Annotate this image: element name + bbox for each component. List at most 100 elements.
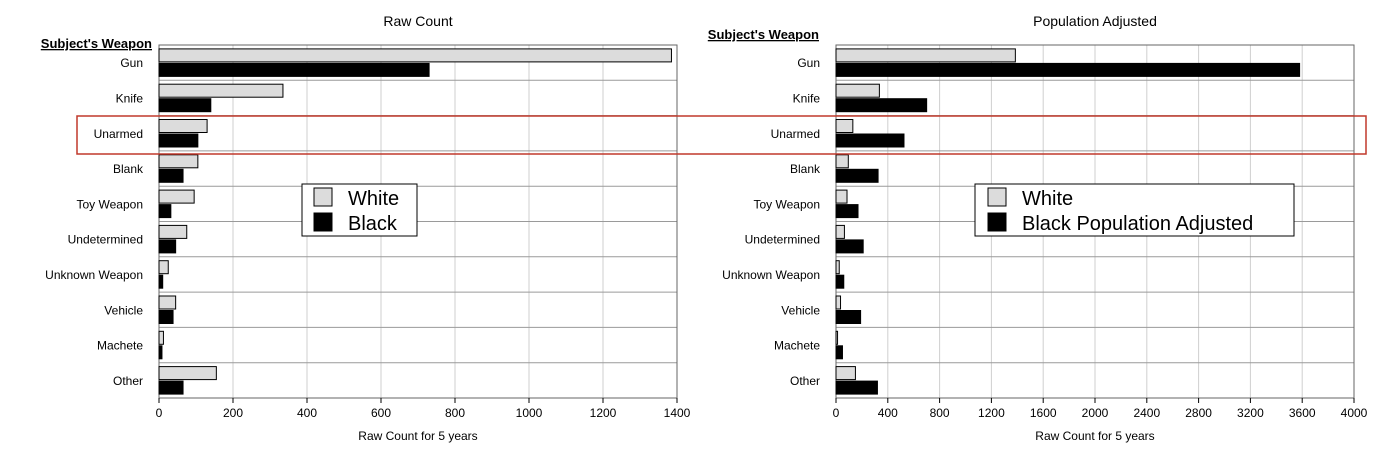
bar-white-knife [835, 83, 880, 98]
x-tick-label-3600: 3600 [1289, 406, 1316, 420]
x-tick-label-0: 0 [156, 406, 163, 420]
legend-label-black-adjusted: Black Population Adjusted [1022, 213, 1253, 235]
category-label-unknown-weapon: Unknown Weapon [722, 268, 820, 282]
bar-white-undetermined [835, 224, 845, 239]
bar-black-machete [158, 345, 163, 360]
bar-black-population-adjusted-undetermined [835, 239, 864, 254]
bar-white-unknown-weapon [835, 260, 840, 275]
category-label-undetermined: Undetermined [68, 233, 143, 247]
category-label-machete: Machete [97, 339, 143, 353]
bar-black-population-adjusted-knife [835, 98, 928, 113]
category-label-vehicle: Vehicle [104, 303, 143, 317]
y-axis-title-raw: Subject's Weapon [41, 36, 152, 51]
category-label-unknown-weapon: Unknown Weapon [45, 268, 143, 282]
bar-white-machete [158, 330, 164, 345]
x-axis-title-raw: Raw Count for 5 years [358, 429, 477, 443]
legend-label-white-adjusted: White [1022, 188, 1073, 210]
x-tick-label-1200: 1200 [978, 406, 1005, 420]
bar-black-population-adjusted-blank [835, 168, 879, 183]
bar-black-population-adjusted-gun [835, 62, 1301, 77]
bar-black-population-adjusted-unarmed [835, 133, 905, 148]
x-tick-label-600: 600 [371, 406, 391, 420]
bar-white-blank [158, 154, 199, 169]
bar-black-undetermined [158, 239, 177, 254]
category-label-unarmed: Unarmed [771, 127, 820, 141]
category-label-unarmed: Unarmed [94, 127, 143, 141]
bar-white-other [158, 366, 217, 381]
x-tick-label-400: 400 [878, 406, 898, 420]
bar-black-population-adjusted-unknown-weapon [835, 274, 845, 289]
bar-white-vehicle [835, 295, 842, 310]
x-tick-label-800: 800 [445, 406, 465, 420]
legend-label-white: White [348, 188, 399, 210]
chart-title-raw-count: Raw Count [383, 13, 452, 29]
legend-swatch-black-adjusted [987, 212, 1007, 232]
bar-black-blank [158, 168, 184, 183]
bar-white-gun [835, 48, 1016, 63]
legend-swatch-white [313, 187, 333, 207]
bar-black-population-adjusted-vehicle [835, 310, 862, 324]
bar-black-population-adjusted-other [835, 380, 878, 395]
bar-black-population-adjusted-machete [835, 345, 843, 360]
bar-black-other [158, 380, 184, 395]
category-label-other: Other [790, 374, 820, 388]
bar-white-other [835, 366, 856, 381]
bar-white-unknown-weapon [158, 260, 169, 275]
raw-count-panel: Gun Knife Unarmed Blank Toy Weapon Undetermin… [45, 44, 691, 420]
category-label-undetermined: Undetermined [745, 233, 820, 247]
legend-swatch-black [313, 212, 333, 232]
bar-black-gun [158, 62, 430, 77]
category-label-toy-weapon: Toy Weapon [77, 197, 144, 211]
bar-white-toy-weapon [158, 189, 195, 204]
category-label-toy-weapon: Toy Weapon [754, 197, 821, 211]
category-label-other: Other [113, 374, 143, 388]
category-label-knife: Knife [793, 91, 821, 105]
category-label-gun: Gun [120, 56, 143, 70]
category-label-knife: Knife [116, 91, 144, 105]
bar-white-machete [835, 330, 839, 345]
bar-white-gun [158, 48, 672, 63]
x-tick-label-200: 200 [223, 406, 243, 420]
x-tick-label-2800: 2800 [1185, 406, 1212, 420]
bar-black-unarmed [158, 133, 199, 148]
chart-title-population-adjusted: Population Adjusted [1033, 13, 1157, 29]
x-tick-label-4000: 4000 [1341, 406, 1368, 420]
category-label-vehicle: Vehicle [781, 303, 820, 317]
y-axis-title-adjusted: Subject's Weapon [708, 27, 819, 42]
bar-black-vehicle [158, 310, 174, 324]
bar-white-blank [835, 154, 849, 169]
x-tick-label-1600: 1600 [1030, 406, 1057, 420]
x-tick-label-0: 0 [833, 406, 840, 420]
bar-white-unarmed [835, 119, 854, 133]
bar-black-toy-weapon [158, 204, 172, 219]
x-tick-label-1200: 1200 [590, 406, 617, 420]
legend-swatch-white-adjusted [987, 187, 1007, 207]
legend-adjusted: White Black Population Adjusted [974, 183, 1295, 237]
bar-black-population-adjusted-toy-weapon [835, 204, 859, 219]
plot-frame [158, 44, 678, 399]
bar-white-vehicle [158, 295, 177, 310]
legend-adjusted-box [974, 183, 1295, 237]
x-tick-label-2400: 2400 [1133, 406, 1160, 420]
x-tick-label-1000: 1000 [516, 406, 543, 420]
bar-black-unknown-weapon [158, 274, 164, 289]
bar-black-knife [158, 98, 212, 113]
x-tick-label-2000: 2000 [1082, 406, 1109, 420]
x-axis-title-adjusted: Raw Count for 5 years [1035, 429, 1154, 443]
unarmed-highlight-box [76, 115, 1367, 155]
category-label-blank: Blank [113, 162, 144, 176]
bar-white-knife [158, 83, 284, 98]
category-label-blank: Blank [790, 162, 821, 176]
bar-white-unarmed [158, 119, 208, 133]
category-label-machete: Machete [774, 339, 820, 353]
x-tick-label-800: 800 [930, 406, 950, 420]
x-tick-label-1400: 1400 [664, 406, 691, 420]
category-label-gun: Gun [797, 56, 820, 70]
legend-raw: White Black [301, 183, 418, 237]
legend-label-black: Black [348, 213, 398, 235]
bar-white-undetermined [158, 224, 188, 239]
x-tick-label-3200: 3200 [1237, 406, 1264, 420]
bar-white-toy-weapon [835, 189, 848, 204]
x-tick-label-400: 400 [297, 406, 317, 420]
